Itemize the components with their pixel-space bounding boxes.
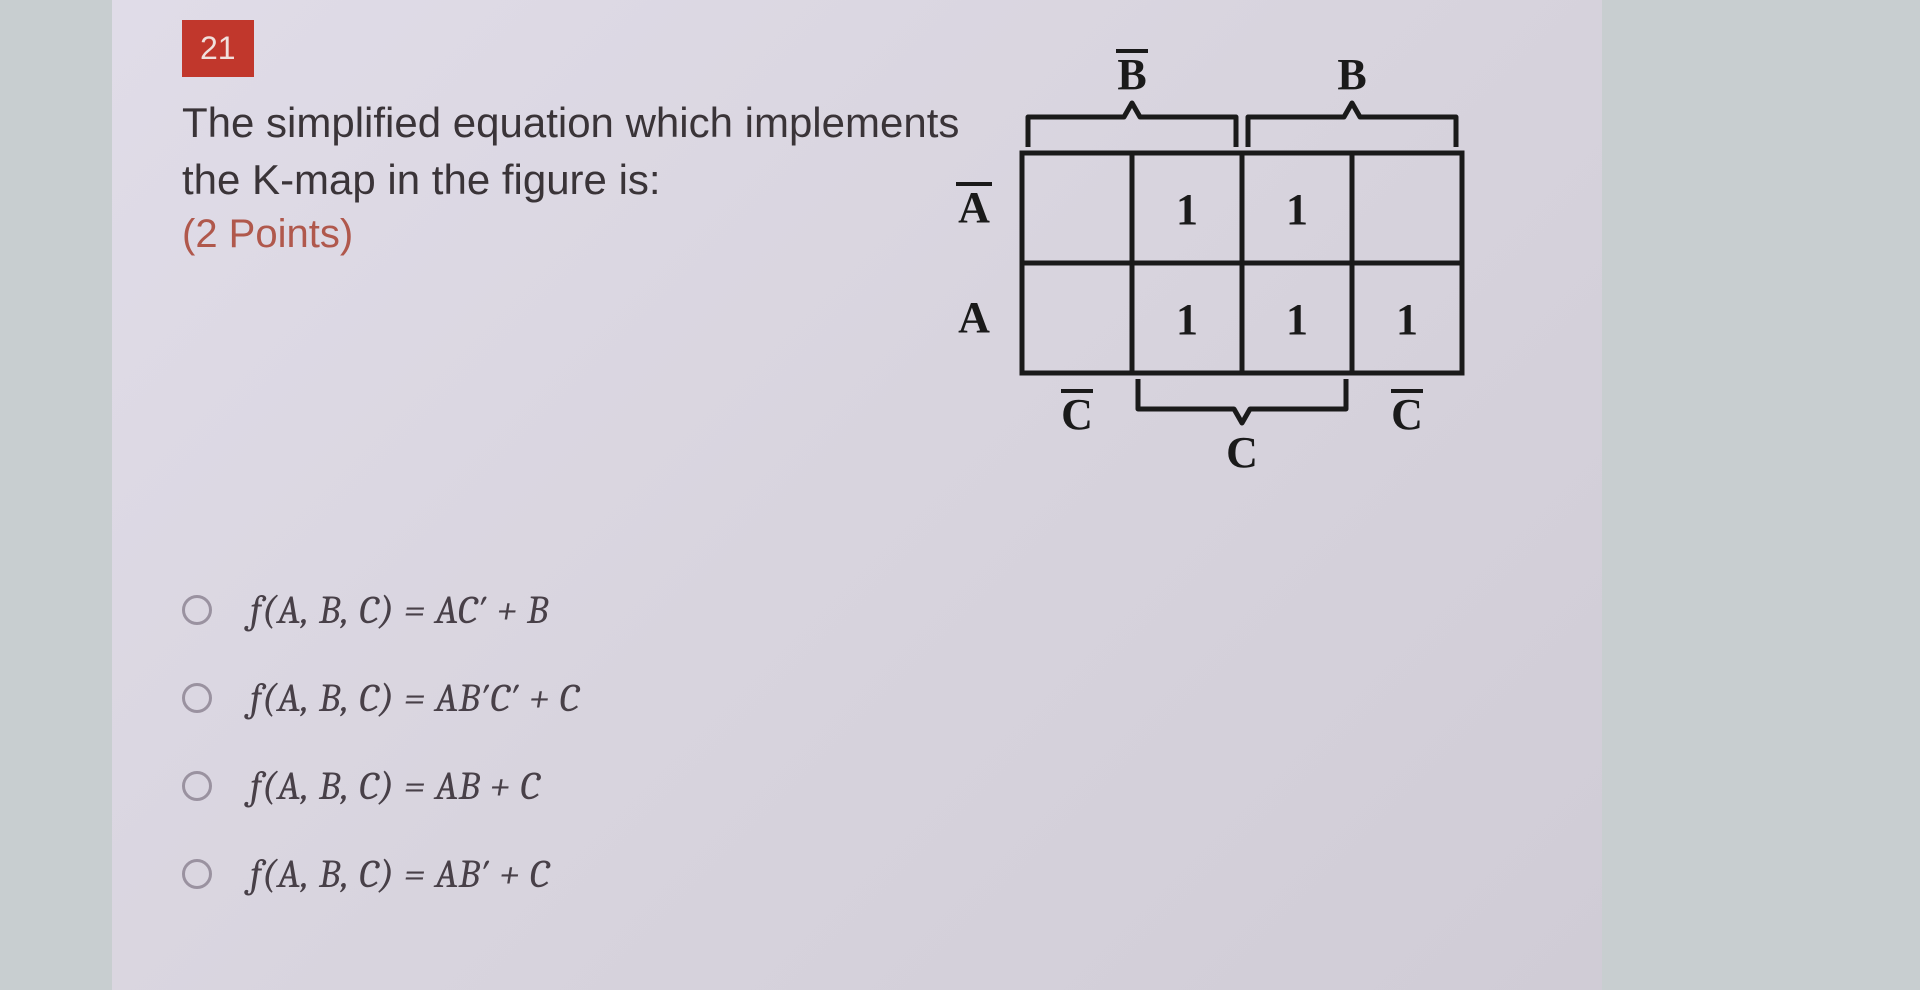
- svg-text:A: A: [958, 293, 990, 342]
- question-line1: The simplified equation which implements: [182, 99, 959, 146]
- svg-text:1: 1: [1286, 185, 1308, 234]
- option-3[interactable]: f(A, B, C) = AB + C: [182, 763, 1562, 809]
- question-line2: the K-map in the figure is:: [182, 156, 661, 203]
- svg-text:C: C: [1391, 390, 1423, 439]
- option-text: f(A, B, C) = AB′C′ + C: [250, 675, 580, 721]
- svg-text:1: 1: [1176, 295, 1198, 344]
- option-2[interactable]: f(A, B, C) = AB′C′ + C: [182, 675, 1562, 721]
- options-list: f(A, B, C) = AC′ + B f(A, B, C) = AB′C′ …: [182, 587, 1562, 897]
- radio-icon[interactable]: [182, 683, 212, 713]
- svg-text:1: 1: [1176, 185, 1198, 234]
- radio-icon[interactable]: [182, 859, 212, 889]
- option-1[interactable]: f(A, B, C) = AC′ + B: [182, 587, 1562, 633]
- question-number-badge: 21: [182, 20, 254, 77]
- svg-text:B: B: [1117, 50, 1146, 99]
- svg-text:1: 1: [1286, 295, 1308, 344]
- option-text: f(A, B, C) = AC′ + B: [250, 587, 549, 633]
- option-4[interactable]: f(A, B, C) = AB′ + C: [182, 851, 1562, 897]
- svg-text:A: A: [958, 183, 990, 232]
- svg-text:B: B: [1337, 50, 1366, 99]
- radio-icon[interactable]: [182, 595, 212, 625]
- svg-text:1: 1: [1396, 295, 1418, 344]
- radio-icon[interactable]: [182, 771, 212, 801]
- option-text: f(A, B, C) = AB + C: [250, 763, 540, 809]
- svg-text:C: C: [1061, 390, 1093, 439]
- question-card: 21 The simplified equation which impleme…: [112, 0, 1602, 990]
- question-text: The simplified equation which implements…: [182, 95, 1002, 208]
- option-text: f(A, B, C) = AB′ + C: [250, 851, 550, 897]
- kmap-diagram: A A B B C C C 1 1 1 1 1: [932, 38, 1552, 558]
- svg-text:C: C: [1226, 428, 1258, 477]
